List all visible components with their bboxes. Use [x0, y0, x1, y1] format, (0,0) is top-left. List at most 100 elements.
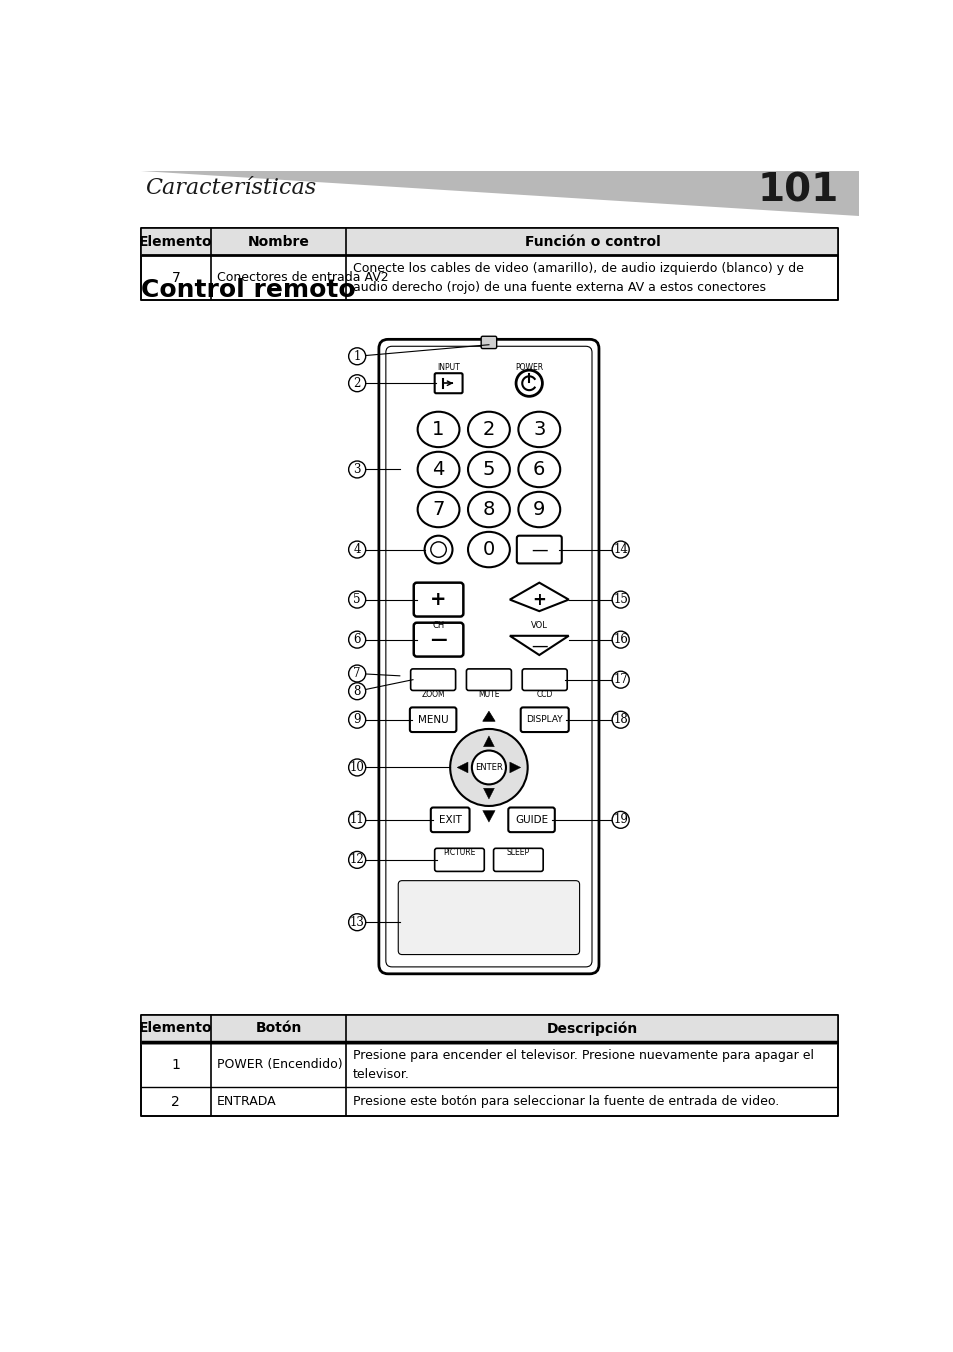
- Text: 8: 8: [354, 684, 360, 698]
- Text: 1: 1: [354, 350, 360, 362]
- Ellipse shape: [417, 452, 459, 487]
- Text: 15: 15: [613, 594, 627, 606]
- Ellipse shape: [517, 452, 559, 487]
- Text: EXIT: EXIT: [438, 815, 461, 825]
- Text: Elemento: Elemento: [139, 234, 213, 249]
- Text: Control remoto: Control remoto: [141, 279, 355, 303]
- Text: Conecte los cables de video (amarillo), de audio izquierdo (blanco) y de
audio d: Conecte los cables de video (amarillo), …: [353, 262, 802, 293]
- FancyBboxPatch shape: [466, 669, 511, 691]
- Circle shape: [612, 711, 629, 729]
- Ellipse shape: [468, 412, 509, 448]
- Text: CH: CH: [432, 621, 444, 630]
- Text: Nombre: Nombre: [248, 234, 309, 249]
- Text: 0: 0: [482, 539, 495, 558]
- Circle shape: [348, 852, 365, 868]
- Circle shape: [612, 671, 629, 688]
- Circle shape: [348, 811, 365, 829]
- Text: ZOOM: ZOOM: [421, 691, 444, 699]
- Text: 3: 3: [533, 420, 545, 439]
- Text: Presione para encender el televisor. Presione nuevamente para apagar el
televiso: Presione para encender el televisor. Pre…: [353, 1049, 813, 1080]
- FancyBboxPatch shape: [378, 339, 598, 973]
- Circle shape: [612, 811, 629, 829]
- Text: 17: 17: [613, 673, 627, 687]
- Text: —: —: [430, 630, 446, 649]
- Text: Botón: Botón: [255, 1022, 301, 1036]
- Text: VOL: VOL: [530, 621, 547, 630]
- FancyBboxPatch shape: [493, 848, 542, 872]
- Polygon shape: [482, 711, 495, 721]
- Ellipse shape: [417, 492, 459, 527]
- Text: 5: 5: [353, 594, 360, 606]
- Text: 2: 2: [172, 1095, 180, 1109]
- Text: 13: 13: [350, 915, 364, 929]
- Text: DISPLAY: DISPLAY: [526, 715, 562, 725]
- Ellipse shape: [468, 531, 509, 568]
- FancyBboxPatch shape: [520, 707, 568, 731]
- Polygon shape: [509, 635, 568, 654]
- Text: 16: 16: [613, 633, 627, 646]
- Text: POWER: POWER: [515, 364, 542, 372]
- Text: INPUT: INPUT: [436, 364, 459, 372]
- Circle shape: [348, 591, 365, 608]
- Text: Descripción: Descripción: [546, 1021, 638, 1036]
- Ellipse shape: [517, 492, 559, 527]
- FancyBboxPatch shape: [435, 373, 462, 393]
- Polygon shape: [509, 763, 520, 773]
- Polygon shape: [483, 788, 494, 799]
- Text: 19: 19: [613, 814, 627, 826]
- Text: CCD: CCD: [536, 691, 553, 699]
- Text: 1: 1: [172, 1057, 180, 1072]
- Text: +: +: [430, 589, 446, 610]
- Circle shape: [612, 631, 629, 648]
- Text: SLEEP: SLEEP: [506, 848, 529, 857]
- Bar: [141, 1042, 838, 1045]
- Circle shape: [348, 683, 365, 700]
- Text: 7: 7: [172, 270, 180, 285]
- Text: 10: 10: [350, 761, 364, 773]
- FancyBboxPatch shape: [431, 807, 469, 831]
- FancyBboxPatch shape: [517, 535, 561, 564]
- Ellipse shape: [517, 412, 559, 448]
- Text: 5: 5: [482, 460, 495, 479]
- FancyBboxPatch shape: [435, 848, 484, 872]
- Circle shape: [348, 347, 365, 365]
- Text: 6: 6: [353, 633, 360, 646]
- Circle shape: [450, 729, 527, 806]
- Circle shape: [348, 461, 365, 479]
- Bar: [141, 1014, 838, 1042]
- FancyBboxPatch shape: [521, 669, 567, 691]
- Text: 7: 7: [353, 667, 360, 680]
- Text: 4: 4: [353, 544, 360, 556]
- Ellipse shape: [468, 492, 509, 527]
- Text: 7: 7: [432, 500, 444, 519]
- Circle shape: [516, 370, 542, 396]
- Bar: [141, 227, 838, 300]
- Polygon shape: [483, 735, 494, 746]
- FancyBboxPatch shape: [414, 623, 463, 657]
- Circle shape: [348, 758, 365, 776]
- Text: —: —: [531, 541, 547, 558]
- Polygon shape: [456, 763, 468, 773]
- Text: MENU: MENU: [417, 715, 448, 725]
- Text: Características: Características: [146, 177, 316, 200]
- Text: Presione este botón para seleccionar la fuente de entrada de video.: Presione este botón para seleccionar la …: [353, 1095, 778, 1109]
- Text: +: +: [532, 591, 546, 608]
- Text: Función o control: Función o control: [524, 234, 659, 249]
- Text: 9: 9: [353, 714, 360, 726]
- Text: 3: 3: [353, 462, 360, 476]
- Polygon shape: [141, 170, 858, 216]
- Circle shape: [424, 535, 452, 564]
- Text: 101: 101: [757, 172, 838, 210]
- Text: 12: 12: [350, 853, 364, 867]
- Text: POWER (Encendido): POWER (Encendido): [216, 1059, 342, 1071]
- Bar: [141, 1014, 838, 1117]
- FancyBboxPatch shape: [508, 807, 555, 831]
- Text: GUIDE: GUIDE: [515, 815, 548, 825]
- Text: 2: 2: [482, 420, 495, 439]
- Text: ENTRADA: ENTRADA: [216, 1095, 276, 1109]
- Text: 11: 11: [350, 814, 364, 826]
- Text: Elemento: Elemento: [139, 1022, 213, 1036]
- Circle shape: [472, 750, 505, 784]
- FancyBboxPatch shape: [397, 880, 579, 955]
- Text: MUTE: MUTE: [477, 691, 499, 699]
